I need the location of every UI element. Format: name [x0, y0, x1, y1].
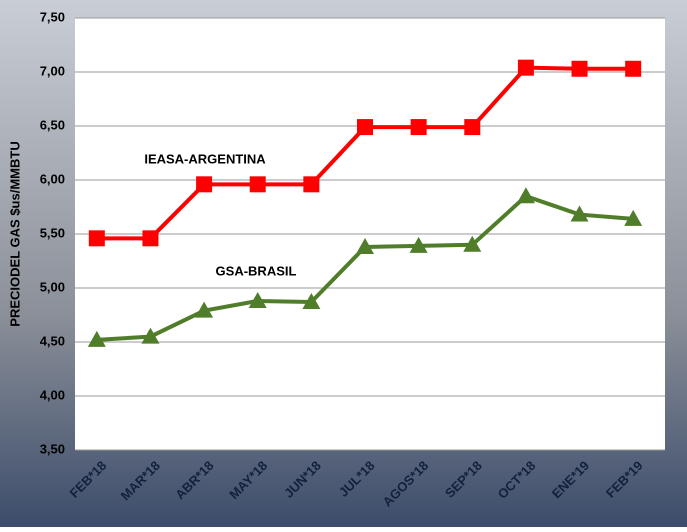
y-axis-label: PRECIODEL GAS $us/MMBTU — [7, 141, 22, 326]
y-tick-label: 7,50 — [40, 9, 65, 24]
marker — [518, 60, 534, 76]
chart: PRECIODEL GAS $us/MMBTU 3,50 4,00 4,50 5,00… — [0, 0, 687, 527]
y-tick-label: 7,00 — [40, 63, 65, 78]
y-tick-label: 3,50 — [40, 441, 65, 456]
series-annotation: IEASA-ARGENTINA — [144, 151, 266, 166]
marker — [250, 176, 266, 192]
marker — [303, 176, 319, 192]
marker — [142, 230, 158, 246]
y-tick-label: 4,50 — [40, 333, 65, 348]
marker — [196, 176, 212, 192]
series-annotation: GSA-BRASIL — [216, 263, 297, 278]
marker — [357, 119, 373, 135]
marker — [89, 230, 105, 246]
y-tick-label: 5,50 — [40, 225, 65, 240]
y-tick-label: 6,00 — [40, 171, 65, 186]
marker — [625, 61, 641, 77]
marker — [572, 61, 588, 77]
y-tick-label: 5,00 — [40, 279, 65, 294]
marker — [464, 119, 480, 135]
y-tick-label: 4,00 — [40, 387, 65, 402]
marker — [411, 119, 427, 135]
y-tick-label: 6,50 — [40, 117, 65, 132]
